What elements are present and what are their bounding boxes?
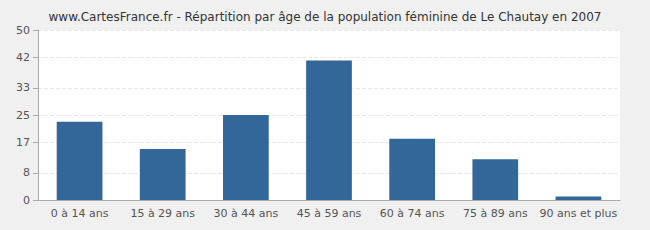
svg-text:75 à 89 ans: 75 à 89 ans (463, 207, 528, 220)
svg-text:17: 17 (16, 136, 30, 149)
svg-text:15 à 29 ans: 15 à 29 ans (130, 207, 195, 220)
svg-text:www.CartesFrance.fr - Répartit: www.CartesFrance.fr - Répartition par âg… (49, 10, 602, 24)
svg-text:42: 42 (16, 51, 30, 64)
svg-text:0: 0 (23, 194, 30, 207)
svg-text:60 à 74 ans: 60 à 74 ans (380, 207, 445, 220)
svg-text:25: 25 (16, 109, 30, 122)
svg-text:0 à 14 ans: 0 à 14 ans (51, 207, 109, 220)
svg-text:45 à 59 ans: 45 à 59 ans (297, 207, 362, 220)
svg-text:30 à 44 ans: 30 à 44 ans (214, 207, 279, 220)
svg-text:33: 33 (16, 81, 30, 94)
svg-text:90 ans et plus: 90 ans et plus (540, 207, 618, 220)
svg-text:50: 50 (16, 24, 30, 37)
svg-text:8: 8 (23, 166, 30, 179)
